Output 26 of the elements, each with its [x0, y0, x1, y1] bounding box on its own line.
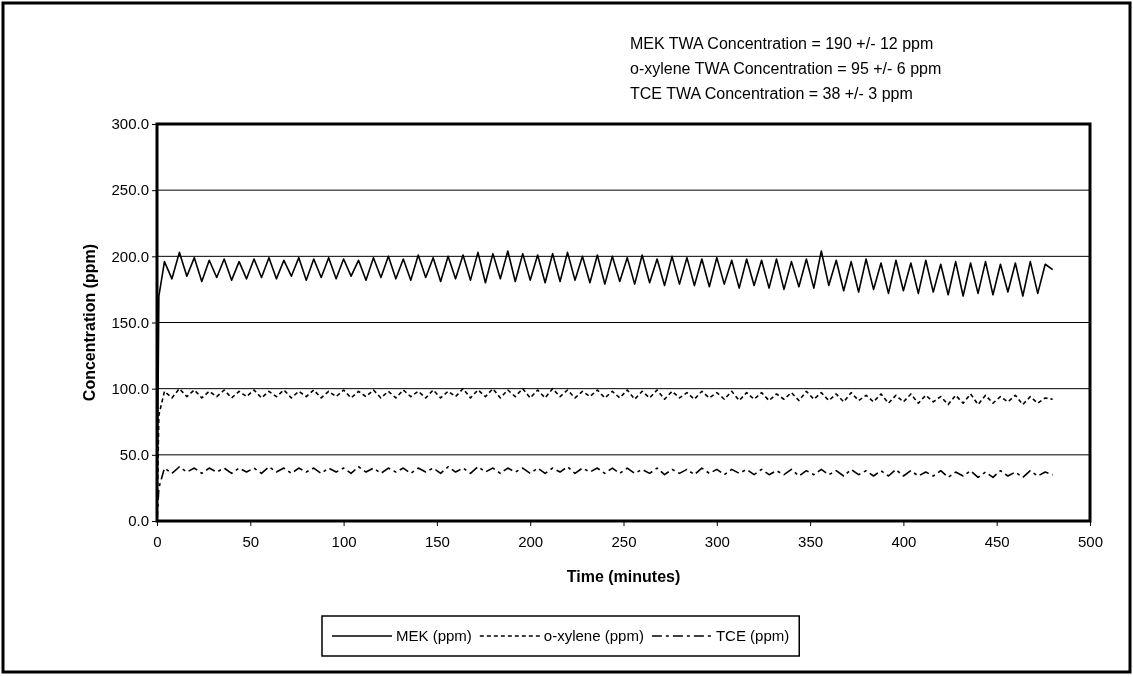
- x-tick-label: 350: [798, 533, 824, 550]
- legend-label: o-xylene (ppm): [543, 627, 644, 644]
- x-tick-label: 450: [984, 533, 1010, 550]
- y-tick-label: 100.0: [111, 379, 149, 397]
- x-tick-label: 300: [704, 533, 730, 550]
- text: MEK TWA Concentration = 190 +/- 12 ppm: [630, 35, 934, 52]
- y-tick-label: 250.0: [111, 181, 149, 199]
- x-tick-label: 150: [424, 533, 450, 550]
- x-tick-label: 250: [611, 533, 637, 550]
- y-axis-title: Concentration (ppm): [81, 243, 98, 402]
- x-tick-label: 400: [891, 533, 917, 550]
- y-tick-label: 150.0: [111, 313, 149, 331]
- y-tick-label: 0.0: [128, 512, 149, 530]
- y-tick-label: 300.0: [111, 115, 149, 133]
- x-axis-title: Time (minutes): [566, 568, 681, 585]
- x-tick-label: 200: [518, 533, 544, 550]
- legend-label: TCE (ppm): [715, 627, 790, 644]
- x-tick-label: 100: [331, 533, 357, 550]
- x-tick-label: 500: [1077, 533, 1104, 550]
- y-tick-label: 200.0: [111, 247, 149, 265]
- text: TCE TWA Concentration = 38 +/- 3 ppm: [630, 85, 913, 102]
- text: o-xylene TWA Concentration = 95 +/- 6 ppm: [630, 60, 942, 77]
- y-tick-label: 50.0: [119, 446, 149, 464]
- x-tick-label: 0: [153, 533, 162, 550]
- x-tick-label: 50: [242, 533, 260, 550]
- legend-label: MEK (ppm): [396, 627, 472, 644]
